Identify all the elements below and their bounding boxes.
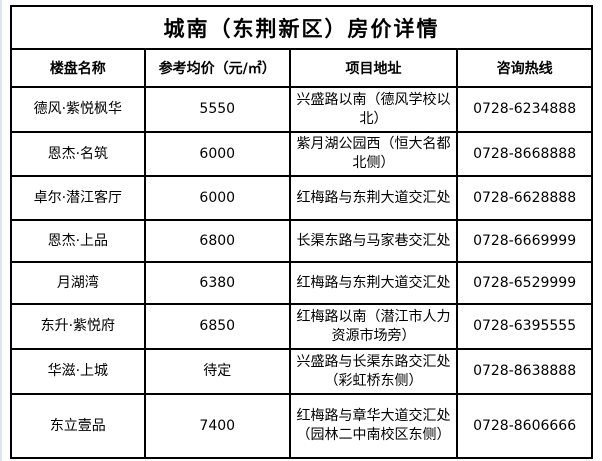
title-row: 城南（东荆新区）房价详情: [10, 5, 593, 50]
cell-project-name: 东立壹品: [10, 393, 146, 459]
table-row: 卓尔·潜江客厅 6000 红梅路与东荆大道交汇处 0728-6628888: [10, 175, 593, 221]
header-project-name: 楼盘名称: [10, 48, 146, 88]
cell-avg-price: 5550: [143, 86, 291, 133]
cell-project-address: 长渠东路与马家巷交汇处: [288, 219, 459, 263]
cell-avg-price: 待定: [143, 348, 291, 395]
cell-project-address: 红梅路与东荆大道交汇处: [288, 261, 459, 305]
table-row: 月湖湾 6380 红梅路与东荆大道交汇处 0728-6529999: [10, 261, 593, 305]
cell-project-name: 月湖湾: [10, 261, 146, 305]
cell-project-name: 卓尔·潜江客厅: [10, 175, 146, 221]
cell-hotline: 0728-8668888: [456, 131, 593, 177]
header-row: 楼盘名称 参考均价（元/㎡） 项目地址 咨询热线: [10, 48, 593, 88]
cell-project-name: 华滋·上城: [10, 348, 146, 395]
cell-project-address: 兴盛路与长渠东路交汇处（彩虹桥东侧）: [288, 348, 459, 395]
table-row: 恩杰·名筑 6000 紫月湖公园西（恒大名都北侧） 0728-8668888: [10, 131, 593, 177]
cell-avg-price: 6800: [143, 219, 291, 263]
cell-avg-price: 6380: [143, 261, 291, 305]
cell-project-name: 恩杰·名筑: [10, 131, 146, 177]
table-row: 东升·紫悦府 6850 红梅路以南（潜江市人力资源市场旁） 0728-63955…: [10, 303, 593, 350]
header-hotline: 咨询热线: [456, 48, 593, 88]
header-avg-price: 参考均价（元/㎡）: [143, 48, 291, 88]
cell-project-address: 红梅路与东荆大道交汇处: [288, 175, 459, 221]
table-row: 恩杰·上品 6800 长渠东路与马家巷交汇处 0728-6669999: [10, 219, 593, 263]
cell-hotline: 0728-6669999: [456, 219, 593, 263]
cell-avg-price: 6000: [143, 131, 291, 177]
cell-project-name: 德风·紫悦枫华: [10, 86, 146, 133]
cell-hotline: 0728-6234888: [456, 86, 593, 133]
cell-hotline: 0728-8638888: [456, 348, 593, 395]
table-row: 东立壹品 7400 红梅路与章华大道交汇处（园林二中南校区东侧） 0728-86…: [10, 393, 593, 459]
cell-project-name: 恩杰·上品: [10, 219, 146, 263]
cell-project-address: 兴盛路以南（德风学校以北）: [288, 86, 459, 133]
cell-hotline: 0728-6529999: [456, 261, 593, 305]
housing-price-table: 城南（东荆新区）房价详情 楼盘名称 参考均价（元/㎡） 项目地址 咨询热线 德风…: [10, 5, 593, 459]
table-row: 华滋·上城 待定 兴盛路与长渠东路交汇处（彩虹桥东侧） 0728-8638888: [10, 348, 593, 395]
cell-avg-price: 7400: [143, 393, 291, 459]
cell-project-address: 红梅路以南（潜江市人力资源市场旁）: [288, 303, 459, 350]
cell-avg-price: 6000: [143, 175, 291, 221]
cell-hotline: 0728-6628888: [456, 175, 593, 221]
table-row: 德风·紫悦枫华 5550 兴盛路以南（德风学校以北） 0728-6234888: [10, 86, 593, 133]
cell-project-address: 紫月湖公园西（恒大名都北侧）: [288, 131, 459, 177]
cell-project-address: 红梅路与章华大道交汇处（园林二中南校区东侧）: [288, 393, 459, 459]
cell-project-name: 东升·紫悦府: [10, 303, 146, 350]
cell-avg-price: 6850: [143, 303, 291, 350]
cell-hotline: 0728-8606666: [456, 393, 593, 459]
header-project-address: 项目地址: [288, 48, 459, 88]
table-title: 城南（东荆新区）房价详情: [10, 5, 593, 50]
cell-hotline: 0728-6395555: [456, 303, 593, 350]
